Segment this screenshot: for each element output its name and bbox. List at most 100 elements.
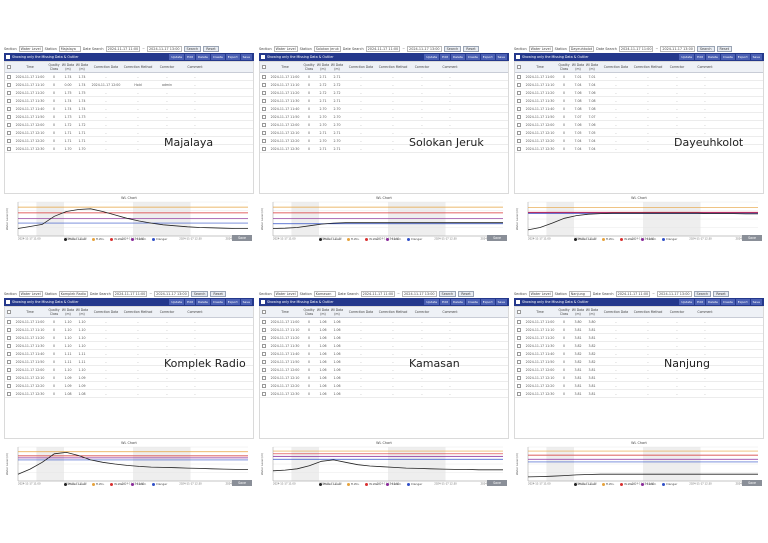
table-row[interactable]: 2024-11-17 11:40 0 3.82 3.82 - - - - (515, 350, 763, 358)
missing-only-checkbox[interactable] (6, 300, 10, 304)
table-row[interactable]: 2024-11-17 11:10 0 1.06 1.06 - - - - (260, 326, 508, 334)
row-checkbox[interactable] (262, 98, 266, 103)
table-row[interactable]: 2024-11-17 11:30 0 7.08 7.08 - - - - (515, 97, 763, 105)
station-select[interactable]: Nanjung (568, 290, 591, 297)
save-chart-button[interactable]: Save (487, 235, 507, 241)
reset-button[interactable]: Reset (210, 290, 226, 297)
table-row[interactable]: 2024-11-17 11:00 0 2.71 2.71 - - - - (260, 73, 508, 81)
legend-item[interactable]: W.Warn (365, 237, 380, 241)
table-row[interactable]: 2024-11-17 12:20 0 7.04 7.04 - - - - (515, 137, 763, 145)
search-button[interactable]: Search (693, 290, 712, 297)
row-checkbox[interactable] (7, 130, 11, 135)
table-row[interactable]: 2024-11-17 11:20 0 1.06 1.06 - - - - (260, 334, 508, 342)
row-checkbox[interactable] (7, 383, 11, 388)
date-to-input[interactable]: 2024-11-17 13:00 (407, 45, 442, 52)
toolbar-button-create[interactable]: Create (720, 299, 735, 305)
legend-item[interactable]: Water Level (319, 237, 341, 241)
table-row[interactable]: 2024-11-17 11:30 0 1.10 1.10 - - - - (5, 342, 253, 350)
table-row[interactable]: 2024-11-17 12:20 0 3.81 3.81 - - - - (515, 382, 763, 390)
toolbar-button-update[interactable]: Update (169, 54, 185, 60)
table-row[interactable]: 2024-11-17 11:40 0 1.06 1.06 - - - - (260, 350, 508, 358)
table-row[interactable]: 2024-11-17 12:00 0 1.72 1.72 - - - - (5, 121, 253, 129)
row-checkbox[interactable] (262, 383, 266, 388)
row-checkbox[interactable] (517, 138, 521, 143)
reset-button[interactable]: Reset (203, 45, 219, 52)
table-row[interactable]: 2024-11-17 11:50 0 1.06 1.06 - - - - (260, 358, 508, 366)
toolbar-button-save[interactable]: Save (495, 54, 507, 60)
row-checkbox[interactable] (7, 122, 11, 127)
row-checkbox[interactable] (262, 327, 266, 332)
toolbar-button-edit[interactable]: Edit (695, 54, 705, 60)
row-checkbox[interactable] (262, 351, 266, 356)
legend-item[interactable]: H.W.L (91, 482, 104, 486)
table-row[interactable]: 2024-11-17 12:10 0 7.05 7.05 - - - - (515, 129, 763, 137)
toolbar-button-save[interactable]: Save (495, 299, 507, 305)
table-row[interactable]: 2024-11-17 12:10 0 1.71 1.71 - - - - (5, 129, 253, 137)
table-row[interactable]: 2024-11-17 11:10 0 3.81 3.81 - - - - (515, 326, 763, 334)
table-row[interactable]: 2024-11-17 11:20 0 1.10 1.10 - - - - (5, 334, 253, 342)
table-row[interactable]: 2024-11-17 11:20 0 1.75 1.75 - - - - (5, 89, 253, 97)
toolbar-button-export[interactable]: Export (735, 299, 750, 305)
table-row[interactable]: 2024-11-17 11:00 0 3.80 3.80 - - - - (515, 318, 763, 326)
table-row[interactable]: 2024-11-17 11:30 0 1.06 1.06 - - - - (260, 342, 508, 350)
reset-button[interactable]: Reset (463, 45, 479, 52)
toolbar-button-save[interactable]: Save (750, 54, 762, 60)
toolbar-button-update[interactable]: Update (169, 299, 185, 305)
save-chart-button[interactable]: Save (742, 480, 762, 486)
date-to-input[interactable]: 2024-11-17 13:00 (656, 290, 692, 297)
toolbar-button-delete[interactable]: Delete (705, 54, 720, 60)
date-from-input[interactable]: 2024-11-17 11:00 (618, 45, 654, 52)
reset-button[interactable]: Reset (458, 290, 474, 297)
row-checkbox[interactable] (7, 375, 11, 380)
table-row[interactable]: 2024-11-17 11:40 0 2.70 2.70 - - - - (260, 105, 508, 113)
legend-item[interactable]: W.Warn (110, 482, 125, 486)
row-checkbox[interactable] (7, 106, 11, 111)
legend-item[interactable]: Danger (152, 482, 167, 486)
row-checkbox[interactable] (262, 122, 266, 127)
search-button[interactable]: Search (443, 45, 462, 52)
toolbar-button-create[interactable]: Create (465, 54, 480, 60)
legend-item[interactable]: H.Warn (641, 237, 656, 241)
row-checkbox[interactable] (7, 319, 11, 324)
date-to-input[interactable]: 2024-11-17 13:00 (660, 45, 695, 52)
legend-item[interactable]: W.Warn (365, 482, 380, 486)
toolbar-button-export[interactable]: Export (735, 54, 750, 60)
table-row[interactable]: 2024-11-17 11:00 0 1.74 1.74 - - - - (5, 73, 253, 81)
date-from-input[interactable]: 2024-11-17 11:00 (360, 290, 396, 297)
legend-item[interactable]: Danger (662, 237, 677, 241)
date-from-input[interactable]: 2024-11-17 11:00 (365, 45, 401, 52)
station-select[interactable]: Solokan Jeruk (313, 45, 341, 52)
toolbar-button-edit[interactable]: Edit (695, 299, 705, 305)
row-checkbox[interactable] (262, 114, 266, 119)
toolbar-button-edit[interactable]: Edit (185, 54, 195, 60)
legend-item[interactable]: W.Warn (620, 237, 635, 241)
missing-only-checkbox[interactable] (261, 300, 265, 304)
table-row[interactable]: 2024-11-17 12:00 0 7.06 7.06 - - - - (515, 121, 763, 129)
row-checkbox[interactable] (262, 319, 266, 324)
table-row[interactable]: 2024-11-17 12:30 0 3.81 3.81 - - - - (515, 390, 763, 398)
toolbar-button-export[interactable]: Export (225, 299, 240, 305)
legend-item[interactable]: H.Warn (131, 237, 146, 241)
legend-item[interactable]: H.Warn (131, 482, 146, 486)
table-row[interactable]: 2024-11-17 11:40 0 1.11 1.11 - - - - (5, 350, 253, 358)
table-row[interactable]: 2024-11-17 11:00 0 7.01 7.01 - - - - (515, 73, 763, 81)
missing-only-checkbox[interactable] (516, 300, 520, 304)
toolbar-button-update[interactable]: Update (424, 54, 440, 60)
table-row[interactable]: 2024-11-17 11:40 0 7.08 7.08 - - - - (515, 105, 763, 113)
toolbar-button-create[interactable]: Create (210, 299, 225, 305)
legend-item[interactable]: H.Warn (641, 482, 656, 486)
toolbar-button-delete[interactable]: Delete (450, 299, 465, 305)
select-all-checkbox[interactable] (262, 310, 266, 314)
date-to-input[interactable]: 2024-11-17 13:00 (154, 290, 189, 297)
table-row[interactable]: 2024-11-17 11:30 0 2.71 2.71 - - - - (260, 97, 508, 105)
section-select[interactable]: Water Level (528, 290, 553, 297)
station-select[interactable]: Majalaya (58, 45, 81, 52)
search-button[interactable]: Search (183, 45, 202, 52)
row-checkbox[interactable] (7, 327, 11, 332)
section-select[interactable]: Water Level (18, 290, 43, 297)
row-checkbox[interactable] (517, 74, 521, 79)
table-row[interactable]: 2024-11-17 11:10 0 1.10 1.10 - - - - (5, 326, 253, 334)
table-row[interactable]: 2024-11-17 11:10 0 7.04 7.04 - - - - (515, 81, 763, 89)
section-select[interactable]: Water Level (273, 290, 298, 297)
row-checkbox[interactable] (7, 351, 11, 356)
